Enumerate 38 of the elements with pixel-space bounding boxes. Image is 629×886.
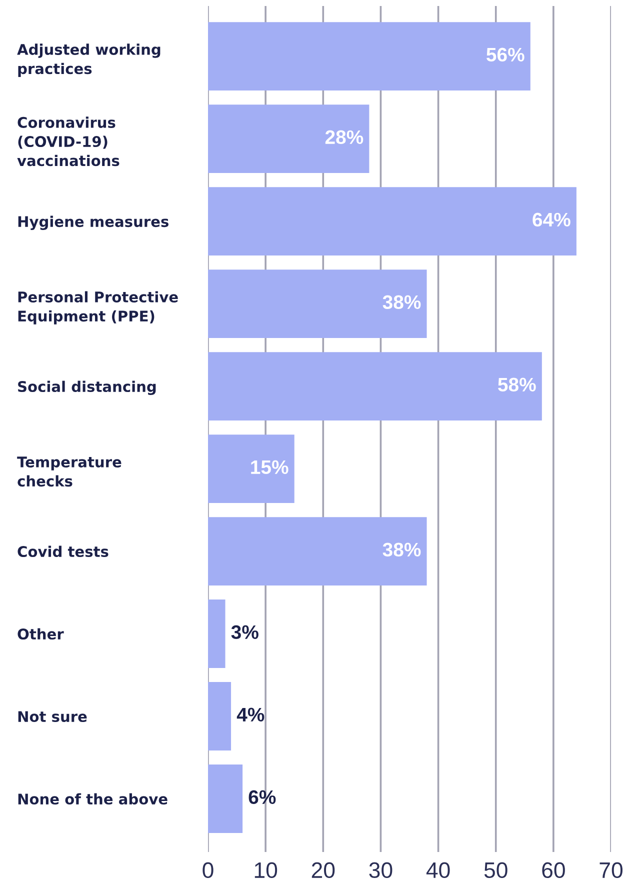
bar (208, 517, 427, 586)
bar (208, 764, 243, 834)
x-tick-label: 40 (426, 862, 450, 878)
data-label: 6% (248, 790, 276, 804)
y-tick-label: Covid tests (18, 546, 108, 558)
bar (208, 600, 226, 668)
y-tick-label: Personal Protective Equipment (PPE) (18, 291, 178, 324)
bar (208, 434, 294, 504)
data-label: 56% (486, 48, 524, 62)
data-label: 15% (251, 460, 288, 474)
x-tick-label: 60 (542, 862, 565, 878)
data-label: 58% (498, 378, 536, 392)
data-label: 38% (382, 295, 421, 310)
y-tick-label: None of the above (18, 793, 168, 805)
y-tick-label: Hygiene measures (18, 216, 168, 230)
y-tick-label: Not sure (18, 711, 87, 722)
data-label: 64% (532, 212, 570, 227)
x-tick-label: 30 (369, 862, 392, 878)
x-tick-label: 10 (254, 862, 278, 878)
data-label: 4% (236, 708, 264, 722)
bar (208, 22, 530, 91)
bar (208, 270, 427, 338)
x-tick-label: 70 (600, 862, 622, 878)
y-tick-label: Social distancing (18, 380, 156, 395)
y-tick-label: Adjusted working practices (17, 44, 160, 77)
x-tick-label: 50 (484, 862, 508, 878)
bar (208, 187, 576, 256)
x-tick-label: 20 (312, 862, 335, 878)
y-tick-label: Temperature checks (17, 456, 122, 487)
y-tick-label: Other (18, 628, 64, 640)
bar (208, 104, 370, 174)
bar (208, 682, 232, 751)
data-label: 3% (231, 625, 258, 640)
bar (208, 352, 542, 421)
x-tick-label: 0 (202, 862, 214, 878)
data-label: 38% (382, 542, 421, 557)
y-tick-label: Coronavirus (COVID-19) vaccinations (17, 116, 120, 166)
data-label: 28% (325, 130, 364, 144)
